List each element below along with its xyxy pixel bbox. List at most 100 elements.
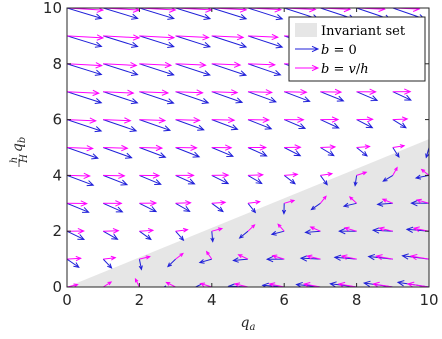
vector-arrow-bvh (67, 62, 103, 69)
vector-arrow-b0 (211, 91, 244, 104)
vector-arrow-bvh (428, 35, 429, 37)
vector-arrow-b0 (198, 258, 212, 264)
vector-arrow-bvh (175, 172, 195, 179)
vector-arrow-bvh (67, 89, 100, 97)
vector-arrow-bvh (247, 144, 268, 151)
vector-arrow-bvh (348, 196, 357, 204)
vector-arrow-b0 (353, 175, 358, 187)
vector-arrow-b0 (102, 286, 104, 287)
vector-arrow-bvh (134, 277, 140, 287)
svg-text:hHqb: hHqb (9, 137, 30, 164)
x-tick-label: 0 (62, 291, 72, 309)
legend-label-bvh: b = v/h (321, 62, 369, 77)
vector-arrow-bvh (139, 117, 167, 124)
vector-arrow-b0 (283, 175, 296, 185)
vector-arrow-b0 (103, 174, 129, 186)
vector-arrow-b0 (103, 119, 138, 132)
vector-arrow-b0 (211, 119, 239, 131)
vector-arrow-b0 (103, 63, 139, 76)
vector-arrow-b0 (338, 228, 357, 235)
vector-arrow-b0 (247, 91, 277, 103)
vector-arrow-bvh (175, 200, 192, 206)
vector-arrow-b0 (211, 8, 248, 21)
vector-arrow-bvh (277, 223, 285, 232)
vector-arrow-bvh (428, 91, 429, 92)
vector-arrow-b0 (138, 259, 143, 271)
vector-arrow-bvh (406, 281, 429, 287)
vector-arrow-bvh (247, 172, 265, 178)
vector-arrow-b0 (342, 202, 357, 208)
vector-arrow-bvh (139, 89, 170, 96)
vector-arrow-b0 (356, 147, 368, 157)
vector-arrow-bvh (340, 254, 357, 260)
vector-arrow-b0 (139, 91, 175, 105)
vector-arrow-b0 (211, 35, 248, 49)
vector-arrow-b0 (175, 147, 201, 158)
vector-arrow-bvh (381, 198, 393, 204)
vector-arrow-bvh (247, 116, 271, 124)
vector-arrow-bvh (211, 116, 236, 124)
legend-arrow-bvh (295, 64, 320, 72)
vector-arrow-bvh (356, 144, 371, 150)
vector-arrow-b0 (284, 91, 311, 103)
vector-arrow-b0 (320, 147, 335, 157)
vector-arrow-b0 (103, 91, 139, 105)
vector-arrow-b0 (139, 8, 175, 20)
vector-arrow-bvh (175, 144, 198, 151)
vector-arrow-b0 (102, 258, 113, 269)
vector-arrow-b0 (270, 230, 285, 236)
vector-arrow-b0 (320, 91, 345, 102)
vector-arrow-bvh (428, 63, 429, 65)
vector-arrow-bvh (211, 227, 224, 232)
vector-arrow-b0 (382, 174, 394, 182)
vector-arrow-bvh (320, 116, 340, 123)
vector-arrow-b0 (428, 63, 429, 65)
vector-arrow-bvh (356, 171, 368, 176)
vector-arrow-bvh (415, 198, 429, 204)
vector-arrow-bvh (237, 254, 249, 260)
vector-arrow-b0 (281, 203, 287, 215)
vector-arrow-b0 (67, 8, 103, 20)
vector-arrow-b0 (410, 200, 429, 207)
vector-arrow-b0 (428, 8, 429, 9)
vector-arrow-bvh (343, 226, 357, 232)
x-tick-label: 2 (135, 291, 145, 309)
vector-arrow-b0 (247, 63, 282, 77)
vector-arrow-bvh (284, 172, 299, 178)
vector-arrow-bvh (247, 33, 280, 41)
vector-arrow-bvh (139, 172, 161, 179)
vector-arrow-b0 (310, 202, 321, 211)
vector-arrow-b0 (67, 202, 90, 213)
vector-arrow-b0 (392, 147, 400, 158)
x-tick-label: 10 (419, 291, 438, 309)
vector-arrow-b0 (67, 258, 80, 268)
vector-arrow-b0 (247, 8, 284, 21)
vector-arrow-b0 (304, 229, 321, 235)
vector-arrow-b0 (211, 63, 248, 77)
vector-arrow-bvh (233, 282, 249, 287)
vector-arrow-b0 (428, 91, 429, 93)
vector-arrow-b0 (175, 63, 211, 77)
vector-arrow-b0 (211, 174, 230, 185)
vector-arrow-b0 (247, 119, 273, 130)
vector-arrow-bvh (67, 145, 94, 152)
vector-arrow-bvh (428, 119, 429, 120)
vector-arrow-b0 (139, 63, 175, 77)
vector-arrow-b0 (103, 8, 139, 20)
y-tick-label: 6 (52, 111, 62, 129)
vector-arrow-b0 (319, 175, 328, 186)
vector-arrow-b0 (102, 230, 119, 240)
vector-arrow-bvh (103, 34, 141, 41)
x-tick-label: 4 (207, 291, 217, 309)
vector-arrow-bvh (211, 172, 230, 179)
vector-arrow-b0 (247, 35, 284, 49)
vector-arrow-bvh (247, 224, 256, 232)
legend-arrow-line (295, 45, 320, 53)
vector-arrow-b0 (67, 91, 103, 104)
vector-arrow-b0 (67, 174, 95, 187)
vector-arrow-bvh (67, 200, 88, 207)
vector-arrow-b0 (284, 119, 307, 130)
vector-arrow-bvh (372, 281, 393, 287)
vector-arrow-b0 (67, 119, 103, 133)
vector-arrow-b0 (247, 202, 257, 214)
